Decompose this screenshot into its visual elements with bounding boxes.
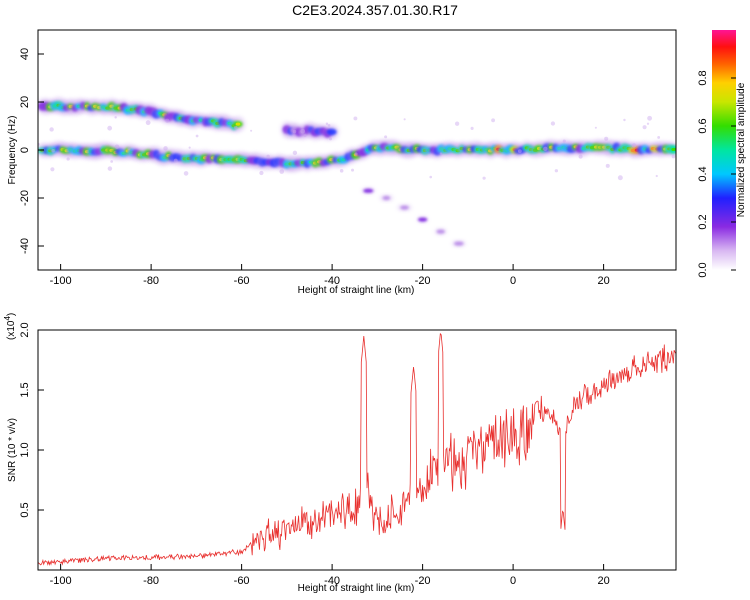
top-y-tick-label: 0 — [19, 147, 31, 153]
bottom-x-tick-label: -60 — [234, 575, 250, 587]
bottom-x-tick-label: -40 — [324, 575, 340, 587]
colorbar-tick-label: 0.0 — [697, 262, 709, 277]
y-multiplier-base: (x10 — [6, 320, 17, 340]
bottom-y-axis: 0.5 1.0 1.5 2.0 — [19, 322, 44, 518]
top-x-tick-label: 20 — [597, 275, 609, 287]
bottom-y-tick-label: 1.0 — [19, 442, 31, 457]
top-x-tick-label: -60 — [234, 275, 250, 287]
top-x-axis: -100 -80 -60 -40 -20 0 20 — [50, 264, 610, 287]
bottom-x-tick-label: -20 — [415, 575, 431, 587]
top-y-tick-label: -20 — [19, 190, 31, 206]
bottom-y-tick-label: 0.5 — [19, 502, 31, 517]
colorbar-tick-label: 0.4 — [697, 166, 709, 181]
colorbar-label: Normalized spectral amplitude — [736, 82, 747, 217]
top-x-tick-label: -100 — [50, 275, 72, 287]
top-y-axis: -40 -20 0 20 40 — [19, 48, 44, 254]
top-y-tick-label: 40 — [19, 48, 31, 60]
spectrogram-panel: -100 -80 -60 -40 -20 0 20 -40 -20 0 20 40 Height o… — [7, 29, 677, 296]
bottom-x-axis: -100 -80 -60 -40 -20 0 20 — [50, 564, 610, 587]
bottom-x-tick-label: -80 — [143, 575, 159, 587]
top-x-axis-label: Height of straight line (km) — [298, 285, 415, 296]
colorbar: 0.0 0.2 0.4 0.6 0.8 Normalized spectral ampl… — [697, 30, 747, 278]
spectrogram-heatmap — [38, 97, 676, 247]
snr-panel: -100 -80 -60 -40 -20 0 20 0.5 1.0 1.5 2.0 Height … — [3, 313, 677, 594]
bottom-x-tick-label: 20 — [597, 575, 609, 587]
top-y-tick-label: 20 — [19, 96, 31, 108]
bottom-y-tick-label: 1.5 — [19, 382, 31, 397]
bottom-x-tick-label: 0 — [510, 575, 516, 587]
bottom-x-axis-label: Height of straight line (km) — [298, 583, 415, 594]
colorbar-gradient — [712, 30, 736, 270]
y-multiplier-exp: 4 — [3, 316, 12, 321]
snr-series-line — [38, 332, 676, 566]
top-x-tick-label: -20 — [415, 275, 431, 287]
top-x-tick-label: -80 — [143, 275, 159, 287]
colorbar-tick-label: 0.2 — [697, 214, 709, 229]
colorbar-tick-label: 0.8 — [697, 70, 709, 85]
colorbar-tick-label: 0.6 — [697, 118, 709, 133]
top-x-tick-label: -40 — [324, 275, 340, 287]
top-x-tick-label: 0 — [510, 275, 516, 287]
y-multiplier: (x104) — [3, 313, 17, 340]
top-y-axis-label: Frequency (Hz) — [7, 116, 18, 185]
bottom-y-axis-label: SNR (10 * v/v) — [7, 418, 18, 482]
svg-text:(x104): (x104) — [3, 313, 17, 340]
bottom-x-tick-label: -100 — [50, 575, 72, 587]
bottom-y-tick-label: 2.0 — [19, 322, 31, 337]
page-title: C2E3.2024.357.01.30.R17 — [292, 2, 458, 18]
top-y-tick-label: -40 — [19, 238, 31, 254]
